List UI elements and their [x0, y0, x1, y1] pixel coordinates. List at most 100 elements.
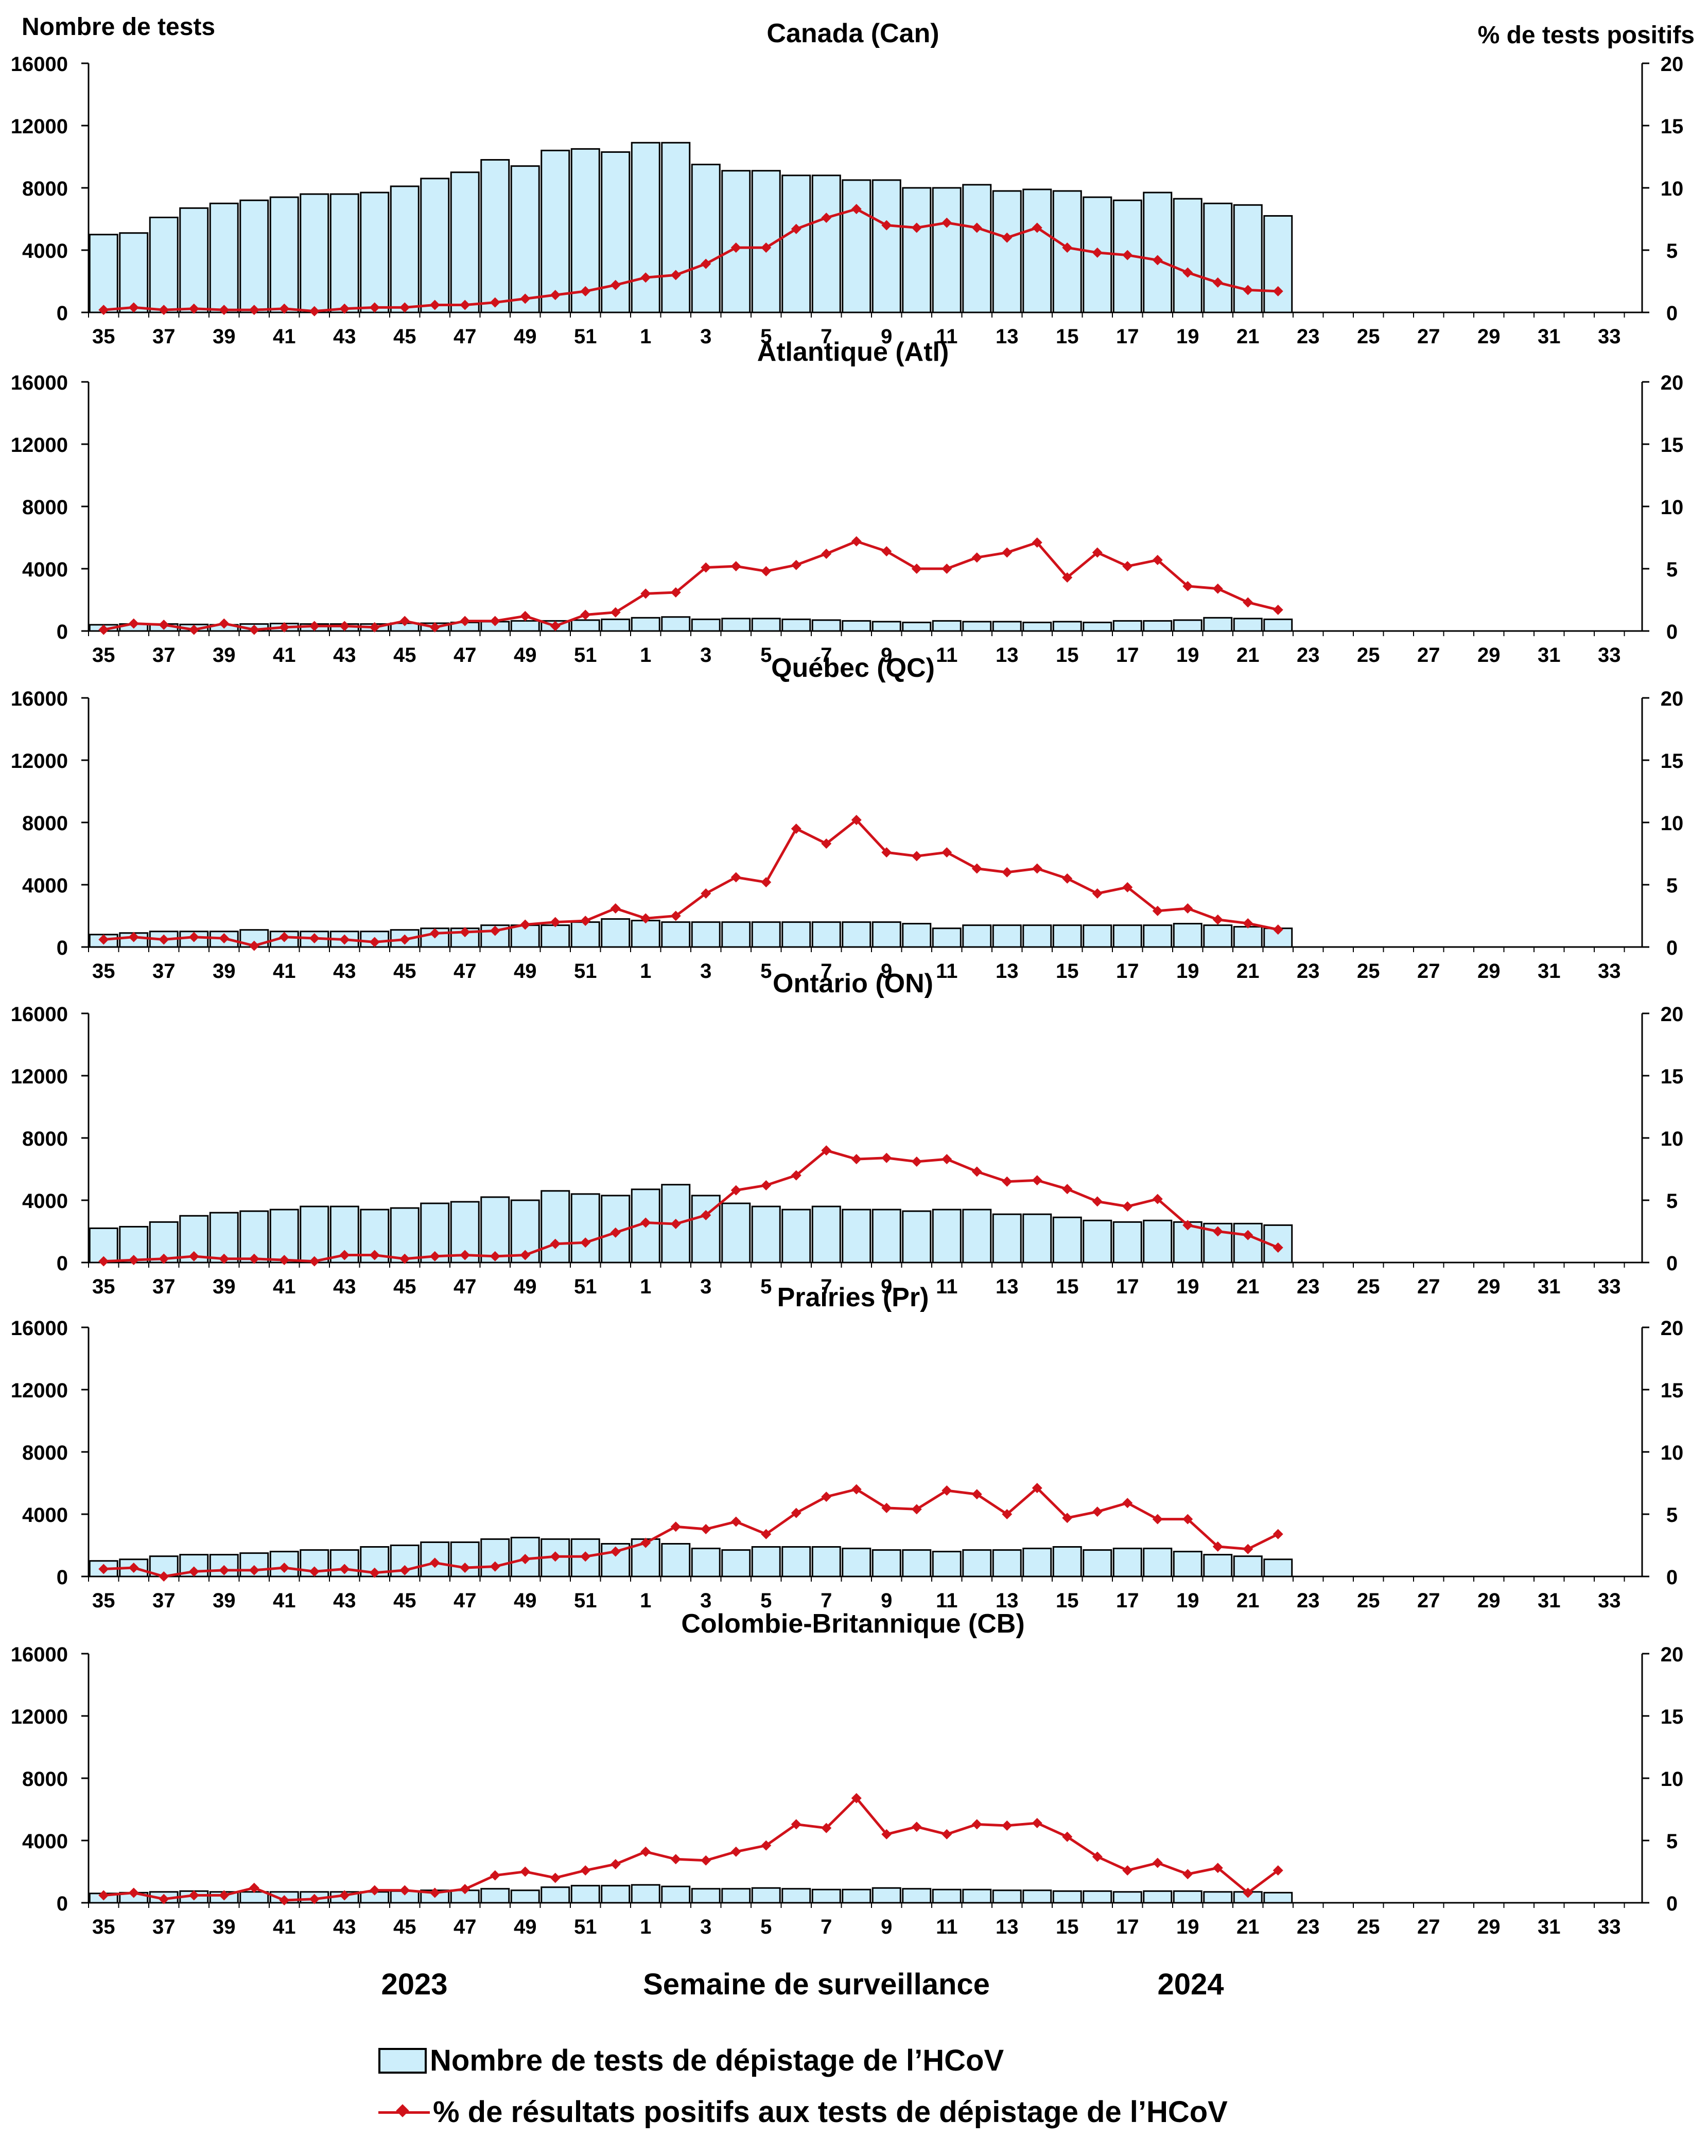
year-2024-label: 2024 [1157, 1968, 1224, 2001]
panel-1-x-tick-label: 15 [1056, 325, 1079, 348]
panel-2-point [580, 609, 591, 620]
panel-3-point [1273, 924, 1283, 935]
panel-6-x-tick-label: 19 [1176, 1916, 1199, 1938]
panel-2-point [971, 552, 982, 563]
panel-6-bar [1083, 1890, 1112, 1904]
panel-2-x-tick-label: 47 [454, 644, 477, 667]
panel-2-point [1152, 555, 1163, 566]
panel-2-bar [842, 620, 872, 632]
panel-2-x-tick-label: 5 [760, 644, 772, 667]
panel-2-x-tick-label: 25 [1357, 644, 1380, 667]
panel-2-bar [1112, 620, 1142, 632]
panel-2-bar [1052, 621, 1082, 632]
panel-3-bar [541, 924, 570, 948]
panel-3-left-tick-label: 16000 [11, 688, 68, 710]
panel-3-point [249, 940, 259, 951]
panel-5-point [1092, 1506, 1103, 1517]
panel-2-bar [691, 618, 721, 632]
chart-panels: Canada (Can)0400080001200016000051015203… [11, 19, 1683, 1938]
panel-6-x-tick-label: 5 [760, 1916, 772, 1938]
panel-2-point [640, 588, 651, 599]
panel-6-point [188, 1890, 199, 1901]
panel-2-point [279, 622, 290, 633]
panel-1-bar [962, 184, 992, 313]
panel-2-x-tick-label: 23 [1297, 644, 1320, 667]
panel-5-point [460, 1563, 470, 1573]
panel-5-right-tick-label: 10 [1661, 1442, 1684, 1464]
panel-1-point [460, 300, 470, 310]
panel-3-point [821, 838, 832, 849]
panel-1-x-tick-label: 9 [881, 325, 892, 348]
panel-5-bar [1233, 1555, 1263, 1577]
panel-4-right-tick-label: 15 [1661, 1065, 1684, 1088]
panel-6-x-tick-label: 25 [1357, 1916, 1380, 1938]
panel-2-right-tick-label: 10 [1661, 496, 1684, 519]
panel-2-title: Atlantique (Atl) [757, 337, 949, 367]
panel-4-point [1243, 1230, 1253, 1240]
panel-6-left-tick-label: 12000 [11, 1706, 68, 1728]
panel-1-x-tick-label: 45 [393, 325, 416, 348]
panel-6-point [971, 1819, 982, 1830]
panel-6-point [851, 1793, 862, 1803]
panel-6-bar [1263, 1891, 1293, 1904]
panel-6-point [911, 1821, 922, 1832]
panel-6-bar [1112, 1891, 1142, 1904]
panel-3-bar [902, 923, 932, 948]
panel-4-bar [811, 1205, 841, 1264]
panel-6-positivity-line [103, 1796, 1279, 1902]
panel-3-x-tick-label: 1 [640, 960, 651, 983]
panel-1-point [1002, 232, 1013, 243]
panel-2-bar [902, 621, 932, 632]
panel-5-point [309, 1566, 320, 1577]
panel-3-point [610, 903, 621, 914]
panel-5-point [730, 1516, 741, 1527]
panel-4-bar [390, 1207, 420, 1264]
panel-6-point [1062, 1831, 1073, 1842]
panel-4-left-tick-label: 12000 [11, 1065, 68, 1088]
panel-1-bar [450, 171, 480, 313]
panel-5-point [490, 1561, 500, 1572]
panel-1-positivity-line [103, 207, 1278, 313]
panel-5-point [429, 1557, 440, 1568]
panel-6-bar [992, 1889, 1022, 1904]
panel-1-bar [842, 179, 872, 313]
panel-6-x-tick-label: 11 [936, 1916, 957, 1938]
panel-6-left-tick-label: 8000 [22, 1768, 68, 1791]
panel-3-bar [691, 921, 721, 948]
panel-1-x-tick-label: 43 [333, 325, 356, 348]
panel-2-point [1212, 583, 1223, 594]
panel-4-point [429, 1251, 440, 1261]
panel-6-point [640, 1846, 651, 1857]
panel-5-point [821, 1492, 832, 1502]
panel-3-point [490, 925, 500, 936]
panel-4-point [490, 1251, 500, 1261]
panel-2-bar [1173, 619, 1202, 632]
panel-1-bar [1233, 204, 1263, 313]
panel-2-left-tick-label: 4000 [22, 558, 68, 581]
panel-4-point [550, 1238, 561, 1249]
panel-5-bar [781, 1546, 811, 1577]
panel-6-point [1152, 1857, 1163, 1868]
panel-5-bar [721, 1549, 751, 1577]
panel-4-bar [992, 1213, 1022, 1264]
panel-6-point [369, 1885, 380, 1896]
panel-4-point [1002, 1176, 1013, 1187]
panel-3-point [188, 932, 199, 942]
panel-2-point [881, 546, 892, 557]
panel-6-point [98, 1890, 109, 1901]
panel-1-bar [329, 193, 359, 313]
panel-3-x-tick-label: 39 [213, 960, 236, 983]
panel-2-bar [631, 617, 660, 632]
panel-6-point [1002, 1820, 1013, 1831]
panel-6-point [399, 1885, 410, 1896]
panel-6-point [1092, 1851, 1103, 1862]
panel-5-point [1062, 1513, 1073, 1523]
panel-3-point [971, 863, 982, 874]
panel-4-bar [1112, 1221, 1142, 1264]
panel-2-bar [962, 621, 992, 632]
panel-1-x-tick-label: 3 [700, 325, 711, 348]
panel-5-x-tick-label: 11 [936, 1589, 957, 1612]
panel-3-point [1092, 888, 1103, 899]
panel-4-x-tick-label: 3 [700, 1275, 711, 1298]
panel-4-bar [1052, 1216, 1082, 1264]
